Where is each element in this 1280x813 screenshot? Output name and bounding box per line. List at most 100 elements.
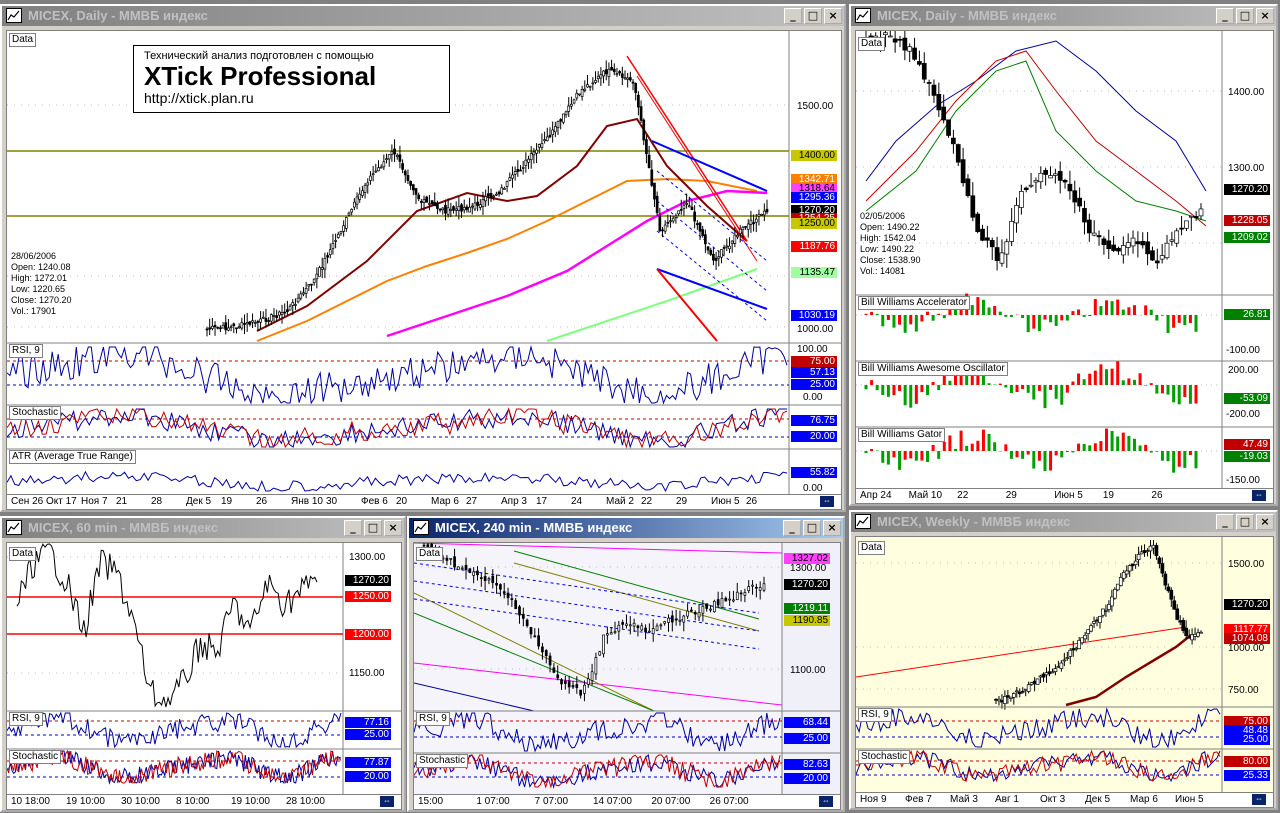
title-bar[interactable]: MICEX, Weekly - ММВБ индекс _ □ ×	[851, 512, 1276, 532]
atr-label: 55.82	[791, 467, 837, 478]
price-label: 1270.20	[1224, 599, 1270, 610]
info-high: High: 1272.01	[11, 273, 68, 283]
time-axis-label: 26	[256, 496, 268, 507]
price-label: 1327.02	[784, 553, 830, 564]
title-bar[interactable]: MICEX, 60 min - ММВБ индекс _ □ ×	[2, 518, 404, 538]
rsi-tag[interactable]: RSI, 9	[416, 712, 450, 726]
minimize-button[interactable]: _	[783, 520, 801, 536]
rsi-tag[interactable]: RSI, 9	[858, 708, 892, 722]
info-date: 28/06/2006	[11, 251, 57, 261]
maximize-button[interactable]: □	[803, 520, 821, 536]
time-axis-label: 29	[1005, 490, 1017, 501]
title-bar[interactable]: MICEX, 240 min - ММВБ индекс _ □ ×	[409, 518, 843, 538]
scroll-icon[interactable]: ⇔	[819, 495, 835, 508]
minimize-button[interactable]: _	[1216, 514, 1234, 530]
time-axis-label: 22	[641, 496, 653, 507]
price-label: 1270.20	[345, 575, 391, 586]
chart-area[interactable]: Data 02/05/2006 Open: 1490.22 High: 1542…	[855, 30, 1274, 504]
window-daily-bw[interactable]: MICEX, Daily - ММВБ индекс _ □ × Data 02/0…	[849, 4, 1278, 506]
time-axis-label: 1 07:00	[476, 796, 510, 807]
time-axis-label: 19 10:00	[231, 796, 270, 807]
close-button[interactable]: ×	[1256, 8, 1274, 24]
time-axis-label: Ноя 9	[860, 794, 887, 805]
rsi-label: 75.00	[791, 356, 837, 367]
scroll-icon[interactable]: ⇔	[818, 795, 834, 808]
price-axis-label: 1000.00	[1228, 643, 1265, 654]
price-axis-label: 1300.00	[790, 563, 827, 574]
gator-tag[interactable]: Bill Williams Gator	[858, 428, 946, 442]
time-axis: Ноя 9 Фев 7 Май 3 Авг 1 Окт 3 Дек 5 Мар 6 Июн 5	[856, 792, 1273, 807]
time-axis-label: Дек 5	[186, 496, 212, 507]
maximize-button[interactable]: □	[364, 520, 382, 536]
time-axis-label: 30 10:00	[121, 796, 160, 807]
banner-url[interactable]: http://xtick.plan.ru	[144, 90, 254, 106]
ao-label: -53.09	[1224, 393, 1270, 404]
atr-tag[interactable]: ATR (Average True Range)	[9, 450, 136, 464]
chart-area[interactable]: Data 1300.00 1100.00 1327.02 1270.20 121…	[413, 542, 841, 810]
close-button[interactable]: ×	[823, 520, 841, 536]
close-button[interactable]: ×	[824, 8, 842, 24]
window-title: MICEX, Daily - ММВБ индекс	[28, 8, 208, 23]
close-button[interactable]: ×	[1256, 514, 1274, 530]
time-axis-label: Ноя 7	[81, 496, 108, 507]
rsi-label: 68.44	[784, 717, 830, 728]
time-axis-label: 21	[116, 496, 128, 507]
data-tag[interactable]: Data	[9, 33, 37, 47]
stochastic-tag[interactable]: Stochastic	[858, 750, 911, 764]
info-close: Close: 1270.20	[11, 295, 72, 305]
stochastic-label: 82.63	[784, 759, 830, 770]
chart-area[interactable]: Data 1500.00 1000.00 750.00 1270.20 1117…	[855, 536, 1274, 808]
time-axis-label: Июн 5	[711, 496, 740, 507]
chart-area[interactable]: Технический анализ подготовлен с помощью…	[6, 30, 842, 510]
rsi-tag[interactable]: RSI, 9	[9, 712, 43, 726]
rsi-label: 25.00	[784, 733, 830, 744]
rsi-label: 57.13	[791, 367, 837, 378]
minimize-button[interactable]: _	[784, 8, 802, 24]
time-axis: Апр 24 Май 10 22 29 Июн 5 19 26	[856, 488, 1273, 503]
window-title: MICEX, 60 min - ММВБ индекс	[28, 520, 219, 535]
window-60min[interactable]: MICEX, 60 min - ММВБ индекс _ □ × Data 130…	[0, 516, 406, 812]
time-axis-label: Апр 24	[860, 490, 892, 501]
awesome-oscillator-tag[interactable]: Bill Williams Awesome Oscillator	[858, 362, 1008, 376]
stochastic-label: 76.75	[791, 415, 837, 426]
chart-area[interactable]: Data 1300.00 1150.00 1270.20 1250.00 120…	[6, 542, 402, 810]
banner-subtitle: Технический анализ подготовлен с помощью	[144, 50, 374, 62]
time-axis-label: Июн 5	[1054, 490, 1083, 501]
close-button[interactable]: ×	[384, 520, 402, 536]
data-tag[interactable]: Data	[9, 547, 37, 561]
window-title: MICEX, Weekly - ММВБ индекс	[877, 514, 1071, 529]
time-axis-label: Фев 7	[905, 794, 932, 805]
price-axis-label: 1100.00	[790, 665, 826, 676]
maximize-button[interactable]: □	[804, 8, 822, 24]
time-axis-label: 26	[1151, 490, 1163, 501]
window-weekly[interactable]: MICEX, Weekly - ММВБ индекс _ □ × Data 150…	[849, 510, 1278, 810]
scroll-icon[interactable]: ⇔	[1251, 489, 1267, 502]
time-axis: 10 18:00 19 10:00 30 10:00 8 10:00 19 10:00 2…	[7, 794, 401, 809]
data-tag[interactable]: Data	[416, 547, 444, 561]
data-tag[interactable]: Data	[858, 37, 886, 51]
accelerator-label: -100.00	[1226, 345, 1260, 356]
scroll-icon[interactable]: ⇔	[379, 795, 395, 808]
time-axis-label: Июн 5	[1175, 794, 1204, 805]
window-daily-main[interactable]: MICEX, Daily - ММВБ индекс _ □ ×	[0, 4, 846, 512]
maximize-button[interactable]: □	[1236, 8, 1254, 24]
accelerator-tag[interactable]: Bill Williams Accelerator	[858, 296, 971, 310]
rsi-tag[interactable]: RSI, 9	[9, 344, 43, 358]
price-label: 1228.05	[1224, 215, 1270, 226]
time-axis-label: Апр 3	[501, 496, 527, 507]
title-bar[interactable]: MICEX, Daily - ММВБ индекс _ □ ×	[851, 6, 1276, 26]
maximize-button[interactable]: □	[1236, 514, 1254, 530]
scroll-icon[interactable]: ⇔	[1251, 793, 1267, 806]
stochastic-tag[interactable]: Stochastic	[9, 406, 62, 420]
rsi-label: 75.00	[1224, 716, 1270, 727]
minimize-button[interactable]: _	[344, 520, 362, 536]
title-bar[interactable]: MICEX, Daily - ММВБ индекс _ □ ×	[2, 6, 844, 26]
time-axis-label: 15:00	[418, 796, 444, 807]
stochastic-tag[interactable]: Stochastic	[416, 754, 469, 768]
stochastic-tag[interactable]: Stochastic	[9, 750, 62, 764]
chart-icon	[6, 8, 22, 23]
minimize-button[interactable]: _	[1216, 8, 1234, 24]
window-240min[interactable]: MICEX, 240 min - ММВБ индекс _ □ ×	[407, 516, 845, 812]
data-tag[interactable]: Data	[858, 541, 886, 555]
time-axis-label: 8 10:00	[176, 796, 210, 807]
